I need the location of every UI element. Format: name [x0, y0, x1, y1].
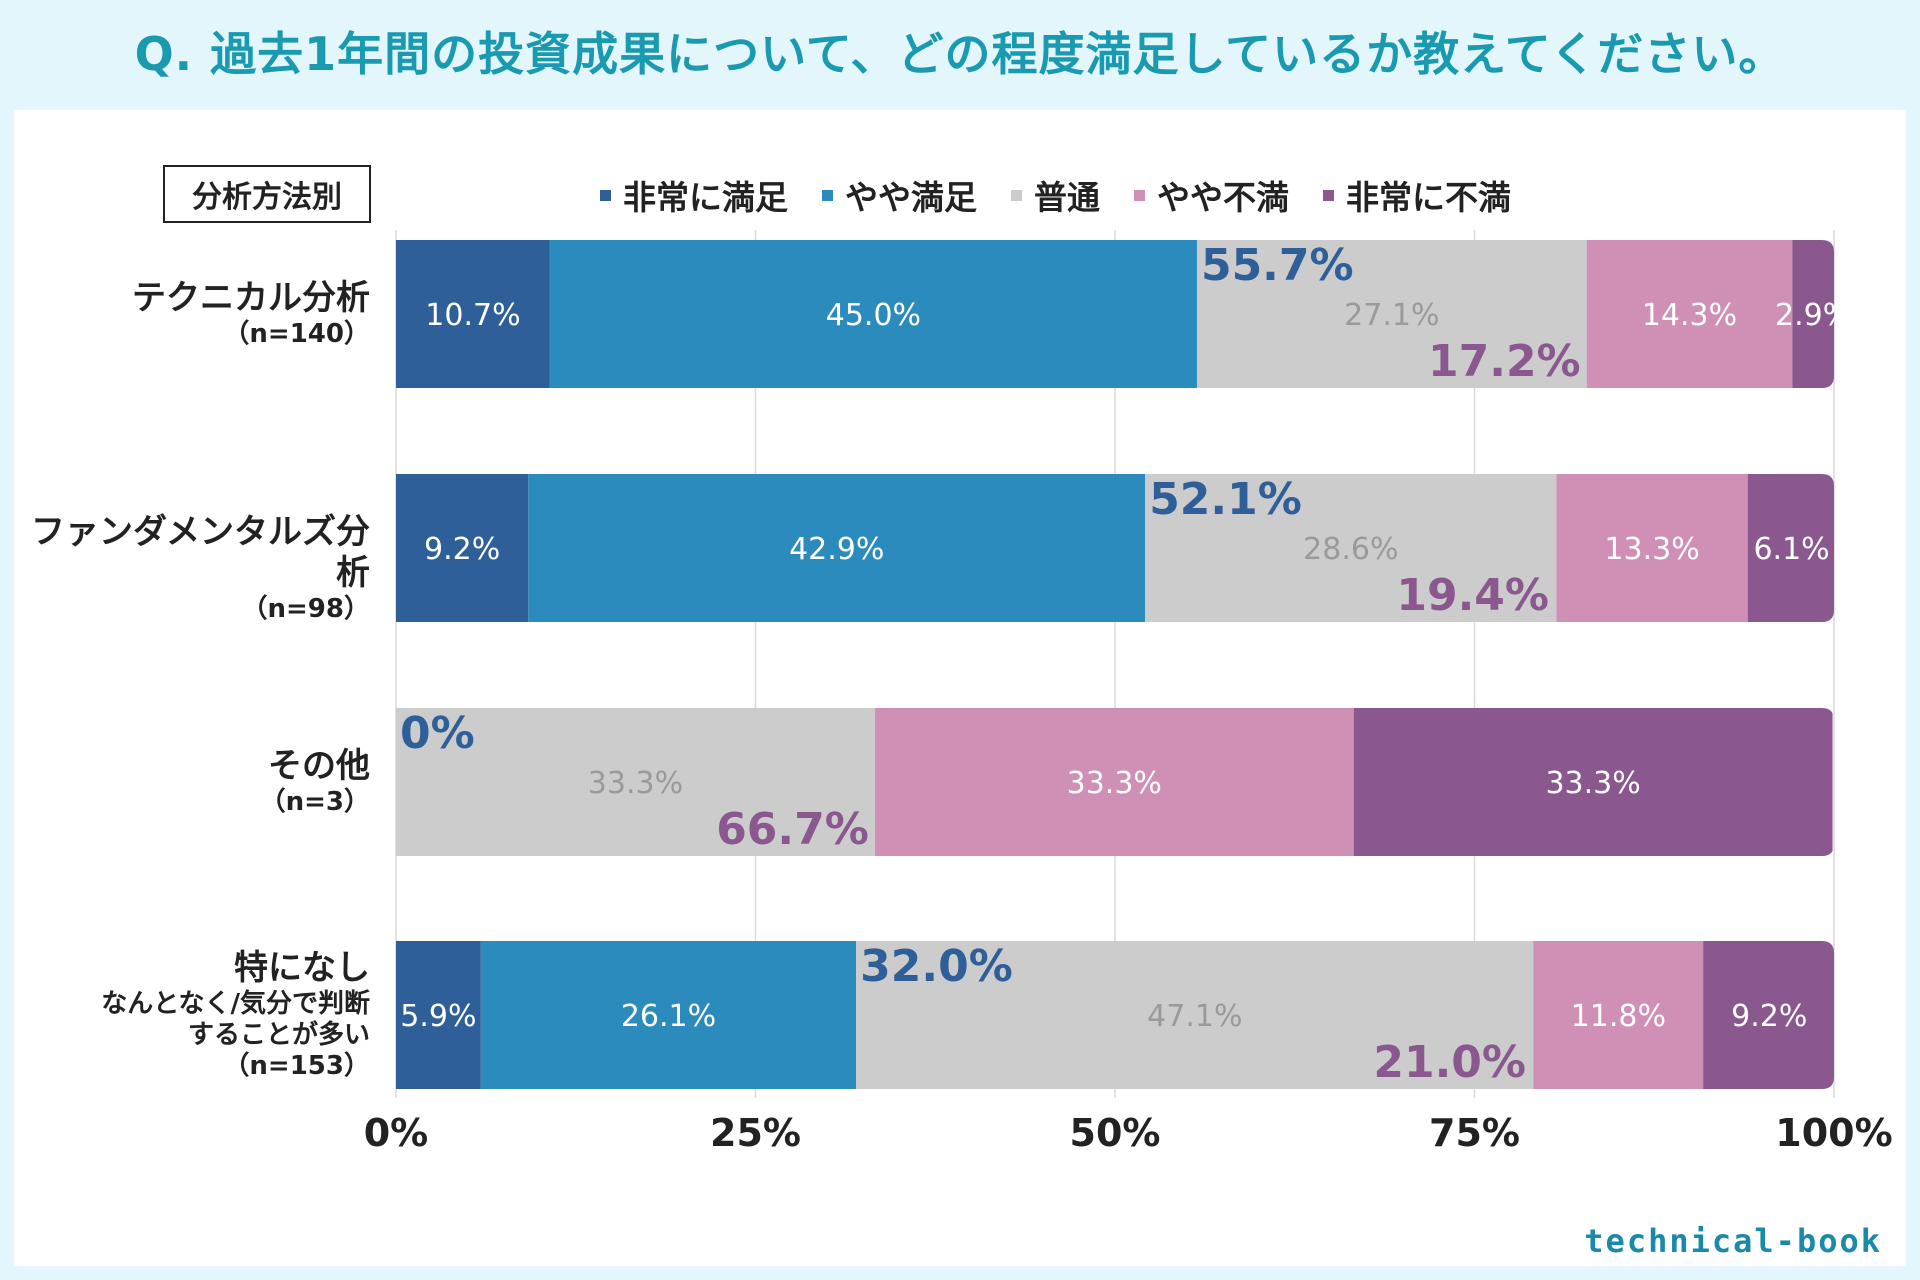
data-label: 33.3% — [1545, 766, 1640, 801]
legend-item: やや不満 — [1134, 171, 1289, 219]
data-label: 11.8% — [1571, 999, 1666, 1034]
bar-segment — [1703, 941, 1834, 1089]
data-label: 28.6% — [1303, 532, 1398, 567]
data-label: 14.3% — [1642, 298, 1737, 333]
dissatisfied-total-label: 19.4% — [1396, 570, 1549, 621]
bar-segment — [1556, 474, 1748, 622]
data-label: 2.9% — [1775, 298, 1851, 333]
data-label: 42.9% — [789, 532, 884, 567]
data-label: 9.2% — [1731, 999, 1807, 1034]
data-label: 10.7% — [425, 298, 520, 333]
bar-segment — [1747, 474, 1834, 622]
grouping-tag: 分析方法別 — [163, 165, 371, 223]
dissatisfied-total-label: 21.0% — [1373, 1037, 1526, 1088]
bar-segment — [396, 240, 550, 388]
category-label: テクニカル分析 （n=140） — [132, 278, 370, 350]
data-label: 6.1% — [1753, 532, 1829, 567]
x-tick-label: 75% — [1429, 1111, 1520, 1155]
bar-segment — [1586, 240, 1793, 388]
category-sublabel: することが多い — [187, 1019, 370, 1050]
bar-segment — [396, 708, 875, 856]
bar-segment — [1196, 240, 1587, 388]
category-label: ファンダメンタルズ分析 （n=98） — [0, 512, 370, 625]
bar-segment — [1533, 941, 1704, 1089]
bar-segment — [396, 941, 481, 1089]
data-label: 47.1% — [1147, 999, 1242, 1034]
category-label: その他 （n=3） — [260, 746, 370, 818]
category-name: テクニカル分析 — [132, 278, 370, 318]
bar-segment — [1145, 474, 1557, 622]
category-name: その他 — [268, 746, 370, 786]
bar-group — [396, 474, 1834, 622]
bar-segment — [874, 708, 1354, 856]
category-sample-size: （n=3） — [259, 786, 370, 817]
data-label: 33.3% — [1067, 766, 1162, 801]
legend-swatch — [1134, 189, 1145, 201]
legend-swatch — [1323, 189, 1334, 201]
bar-segment — [528, 474, 1146, 622]
dissatisfied-total-label: 17.2% — [1428, 336, 1581, 387]
legend-item: やや満足 — [822, 171, 977, 219]
category-name: 特になし — [234, 948, 370, 988]
brand-logo: technical-book — [1584, 1222, 1882, 1260]
legend-label: やや満足 — [845, 178, 977, 217]
bar-segment — [480, 941, 857, 1089]
legend-swatch — [600, 189, 611, 201]
x-tick-label: 50% — [1070, 1111, 1161, 1155]
satisfied-total-label: 0% — [400, 708, 475, 759]
data-label: 9.2% — [424, 532, 500, 567]
bar-group — [396, 240, 1834, 388]
data-label: 5.9% — [400, 999, 476, 1034]
legend-item: 非常に不満 — [1323, 171, 1511, 219]
category-sample-size: （n=98） — [241, 593, 370, 624]
satisfied-total-label: 52.1% — [1149, 474, 1302, 525]
category-sample-size: （n=140） — [223, 318, 370, 349]
x-tick-label: 0% — [364, 1111, 429, 1155]
category-name: ファンダメンタルズ分析 — [31, 512, 370, 593]
data-label: 45.0% — [826, 298, 921, 333]
bar-segment — [1792, 240, 1834, 388]
legend-swatch — [1011, 189, 1022, 201]
bar-segment — [856, 941, 1534, 1089]
category-label: 特になし なんとなく/気分で判断 することが多い （n=153） — [101, 948, 370, 1082]
category-sublabel: なんとなく/気分で判断 — [101, 988, 370, 1019]
legend-label: 非常に不満 — [1346, 178, 1511, 217]
dissatisfied-total-label: 66.7% — [716, 804, 869, 855]
bar-segment — [396, 474, 529, 622]
legend-label: 非常に満足 — [623, 178, 788, 217]
legend-item: 非常に満足 — [600, 171, 788, 219]
bar-segment — [1353, 708, 1833, 856]
bar-segment — [549, 240, 1197, 388]
legend-item: 普通 — [1011, 171, 1100, 219]
data-label: 13.3% — [1604, 532, 1699, 567]
legend-label: 普通 — [1034, 178, 1100, 217]
satisfied-total-label: 55.7% — [1201, 240, 1354, 291]
category-sample-size: （n=153） — [223, 1051, 370, 1082]
data-label: 33.3% — [588, 766, 683, 801]
data-label: 26.1% — [621, 999, 716, 1034]
x-tick-label: 100% — [1775, 1111, 1892, 1155]
bar-group — [396, 941, 1834, 1089]
legend-label: やや不満 — [1157, 178, 1289, 217]
data-label: 27.1% — [1344, 298, 1439, 333]
legend: 非常に満足 やや満足 普通 やや不満 非常に不満 — [600, 170, 1511, 220]
bar-group — [396, 708, 1833, 856]
x-tick-label: 25% — [710, 1111, 801, 1155]
satisfied-total-label: 32.0% — [860, 941, 1013, 992]
chart-title: Q. 過去1年間の投資成果について、どの程度満足しているか教えてください。 — [134, 27, 1786, 81]
legend-swatch — [822, 189, 833, 201]
header-band: Q. 過去1年間の投資成果について、どの程度満足しているか教えてください。 — [0, 0, 1920, 110]
